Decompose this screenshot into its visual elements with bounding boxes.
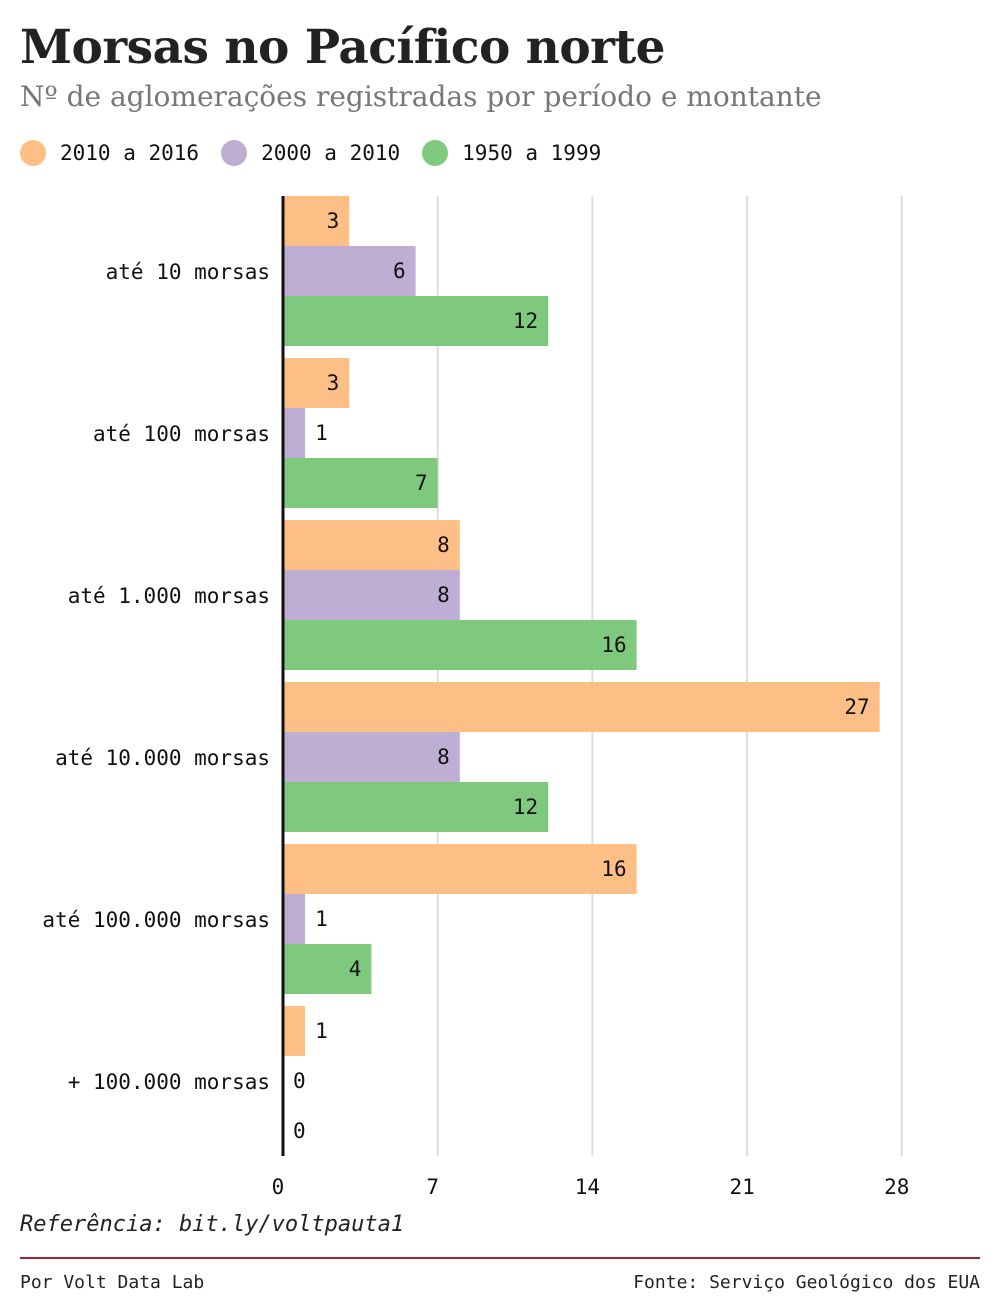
- legend-swatch-2010-2016: [20, 140, 46, 166]
- bar-value-label-0-2: 12: [513, 309, 538, 333]
- bar-value-label-5-2: 0: [293, 1119, 306, 1143]
- bar-value-label-2-1: 8: [437, 583, 450, 607]
- category-label-5: + 100.000 morsas: [68, 1070, 270, 1094]
- bar-1-1: [283, 408, 306, 458]
- source-text: Fonte: Serviço Geológico dos EUA: [633, 1272, 980, 1293]
- legend-label-2000-2010: 2000 a 2010: [261, 141, 401, 165]
- reference-link: Referência: bit.ly/voltpauta1: [20, 1212, 405, 1237]
- category-label-1: até 100 morsas: [93, 422, 270, 446]
- bar-2-0: [283, 520, 460, 570]
- legend-label-2010-2016: 2010 a 2016: [60, 141, 200, 165]
- legend-item-2010-2016: 2010 a 2016: [20, 140, 199, 166]
- bar-value-label-4-0: 16: [601, 857, 626, 881]
- bar-0-1: [283, 246, 416, 296]
- bar-value-label-0-0: 3: [327, 209, 340, 233]
- bar-4-2: [283, 944, 372, 994]
- legend-item-1950-1999: 1950 a 1999: [422, 140, 601, 166]
- x-tick-label-7: 7: [426, 1175, 439, 1199]
- bar-value-label-1-2: 7: [415, 471, 428, 495]
- bar-value-label-2-0: 8: [437, 533, 450, 557]
- bar-3-0: [283, 682, 880, 732]
- bar-value-label-3-2: 12: [513, 795, 538, 819]
- bar-value-label-4-2: 4: [349, 957, 362, 981]
- bar-value-label-4-1: 1: [315, 907, 328, 931]
- bar-1-0: [283, 358, 350, 408]
- bar-4-0: [283, 844, 637, 894]
- bar-5-0: [283, 1006, 306, 1056]
- footer-divider: [20, 1257, 980, 1259]
- chart-title: Morsas no Pacífico norte: [20, 20, 666, 75]
- legend: 2010 a 2016 2000 a 2010 1950 a 1999: [20, 140, 623, 166]
- legend-label-1950-1999: 1950 a 1999: [462, 141, 602, 165]
- bar-2-2: [283, 620, 637, 670]
- x-tick-label-14: 14: [575, 1175, 600, 1199]
- bar-value-label-1-0: 3: [327, 371, 340, 395]
- x-tick-label-28: 28: [884, 1175, 909, 1199]
- x-tick-label-0: 0: [272, 1175, 285, 1199]
- bar-2-1: [283, 570, 460, 620]
- bar-value-label-5-0: 1: [315, 1019, 328, 1043]
- bar-value-label-2-2: 16: [601, 633, 626, 657]
- bar-0-2: [283, 296, 549, 346]
- category-label-2: até 1.000 morsas: [68, 584, 270, 608]
- category-label-3: até 10.000 morsas: [55, 746, 270, 770]
- legend-item-2000-2010: 2000 a 2010: [221, 140, 400, 166]
- bar-1-2: [283, 458, 438, 508]
- x-tick-label-21: 21: [729, 1175, 754, 1199]
- legend-swatch-2000-2010: [221, 140, 248, 166]
- bar-value-label-3-0: 27: [844, 695, 869, 719]
- chart-subtitle: Nº de aglomerações registradas por perío…: [20, 80, 822, 113]
- legend-swatch-1950-1999: [422, 140, 449, 166]
- bar-3-1: [283, 732, 460, 782]
- bar-value-label-0-1: 6: [393, 259, 406, 283]
- bar-4-1: [283, 894, 306, 944]
- bar-value-label-5-1: 0: [293, 1069, 306, 1093]
- bar-value-label-3-1: 8: [437, 745, 450, 769]
- credit-text: Por Volt Data Lab: [20, 1272, 205, 1293]
- bar-0-0: [283, 196, 350, 246]
- category-label-4: até 100.000 morsas: [42, 908, 270, 932]
- bar-3-2: [283, 782, 549, 832]
- category-label-0: até 10 morsas: [106, 260, 270, 284]
- bar-value-label-1-1: 1: [315, 421, 328, 445]
